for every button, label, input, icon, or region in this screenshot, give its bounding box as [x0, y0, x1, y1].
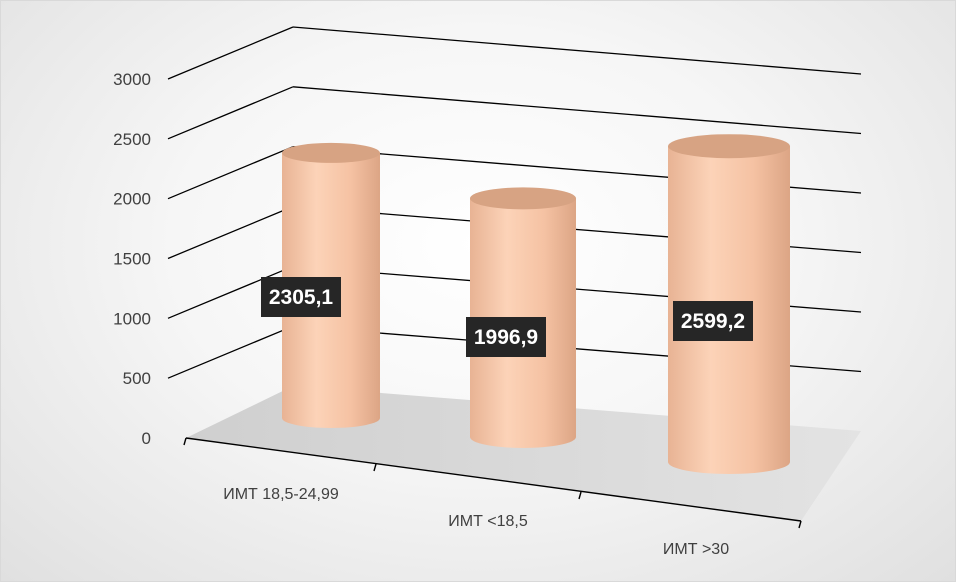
x-tick-mark-3: [798, 520, 802, 529]
y-axis-ticks: 0 500 1000 1500 2000 2500 3000: [113, 70, 151, 448]
y-tick-label-2000: 2000: [113, 190, 151, 209]
data-labels-layer: 2305,1 1996,9 2599,2: [261, 277, 753, 357]
data-label-0: 2305,1: [269, 286, 334, 309]
y-tick-label-3000: 3000: [113, 70, 151, 89]
x-axis-line: [185, 437, 802, 522]
category-label-2: ИМТ >30: [663, 541, 729, 558]
x-tick-mark-0: [183, 437, 187, 446]
gridline-left-1500: [167, 205, 294, 260]
gridline-left-500: [167, 325, 294, 379]
y-tick-label-1500: 1500: [113, 250, 151, 269]
data-label-box-0: [261, 277, 341, 317]
gridline-back-3000: [292, 26, 862, 75]
x-axis-ticks: [183, 437, 802, 529]
data-label-2: 2599,2: [681, 310, 745, 333]
y-tick-label-2500: 2500: [113, 130, 151, 149]
data-label-box-2: [673, 301, 753, 341]
x-tick-mark-1: [373, 463, 377, 472]
y-tick-label-1000: 1000: [113, 309, 151, 328]
category-labels-layer: ИМТ 18,5-24,99 ИМТ <18,5 ИМТ >30: [223, 486, 729, 558]
gridline-back-2500: [292, 86, 862, 135]
gridline-left-1000: [167, 265, 294, 319]
bar-top-2: [668, 134, 790, 159]
y-tick-label-0: 0: [142, 429, 151, 448]
category-label-0: ИМТ 18,5-24,99: [223, 486, 339, 503]
y-tick-label-500: 500: [123, 369, 151, 388]
bar-top-0: [282, 142, 380, 163]
bar-top-1: [470, 187, 576, 210]
category-label-1: ИМТ <18,5: [448, 513, 528, 530]
x-tick-mark-2: [578, 491, 582, 500]
gridline-left-3000: [167, 26, 294, 80]
gridline-left-2500: [167, 86, 294, 140]
data-label-1: 1996,9: [474, 326, 538, 349]
gridline-left-2000: [167, 146, 294, 200]
data-label-box-1: [466, 317, 546, 357]
